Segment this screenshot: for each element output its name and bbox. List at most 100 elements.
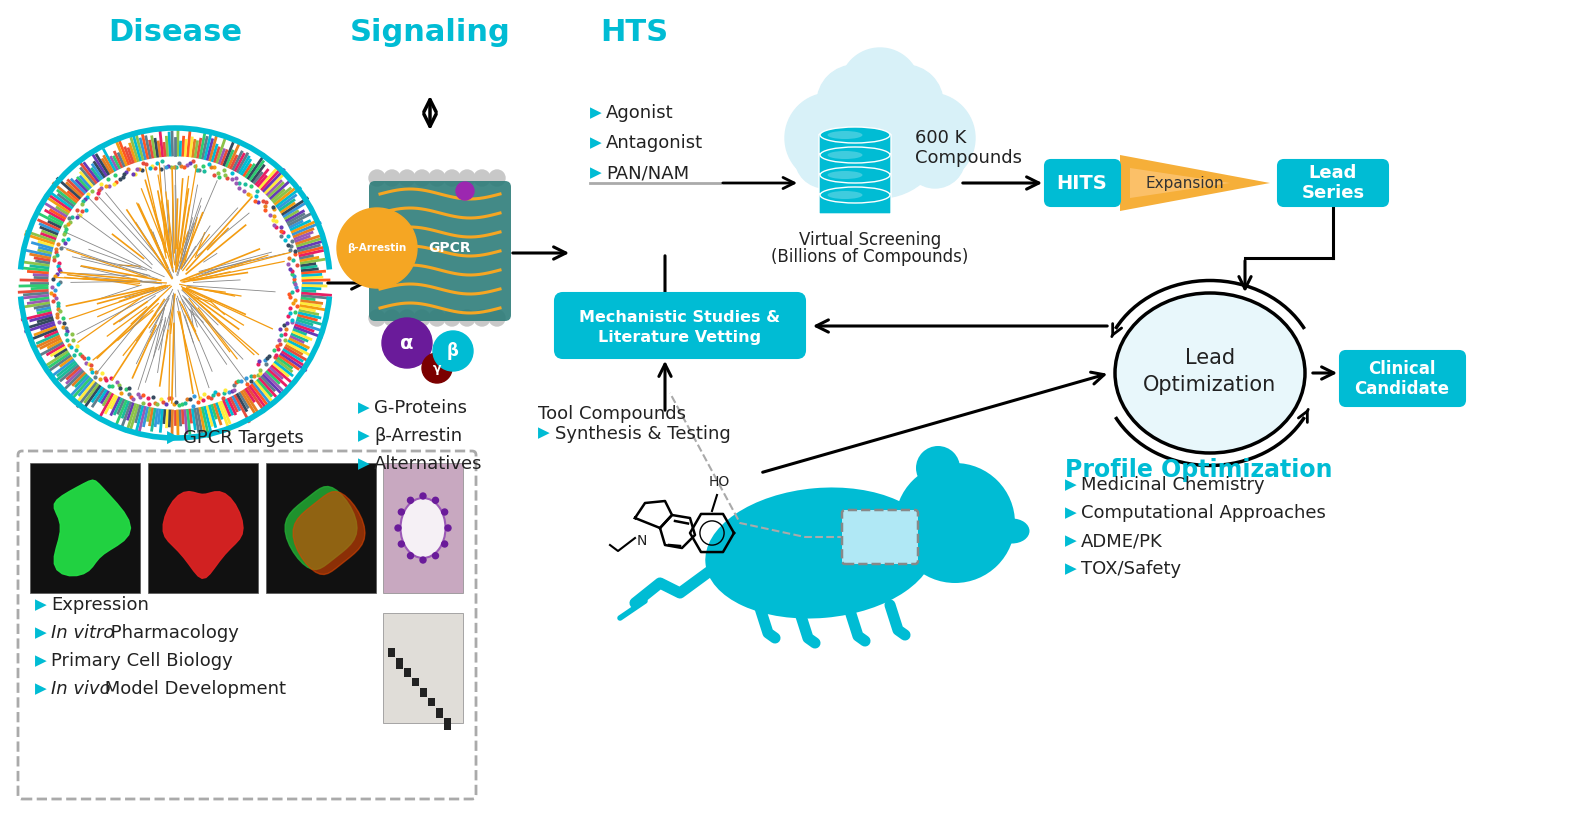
FancyBboxPatch shape (369, 181, 511, 321)
FancyBboxPatch shape (819, 134, 891, 154)
Bar (266, 463, 376, 593)
Text: ▶: ▶ (590, 106, 602, 120)
Circle shape (443, 310, 461, 326)
Text: Clinical
Candidate: Clinical Candidate (1355, 359, 1449, 398)
Text: ▶: ▶ (167, 429, 179, 447)
Text: ▶: ▶ (35, 681, 47, 697)
Text: Pharmacology: Pharmacology (105, 624, 239, 642)
Circle shape (398, 509, 404, 515)
Text: Lead: Lead (1185, 348, 1236, 368)
Bar (443, 718, 451, 730)
Circle shape (442, 541, 448, 547)
Circle shape (407, 498, 413, 503)
Circle shape (399, 310, 415, 326)
Text: ▶: ▶ (358, 457, 369, 472)
Text: ▶: ▶ (35, 654, 47, 668)
Text: Literature Vetting: Literature Vetting (599, 330, 761, 345)
Text: ▶: ▶ (358, 428, 369, 444)
Circle shape (459, 310, 475, 326)
Text: ▶: ▶ (1064, 477, 1077, 493)
Text: Primary Cell Biology: Primary Cell Biology (50, 652, 233, 670)
FancyBboxPatch shape (1045, 160, 1119, 206)
Text: Compounds: Compounds (915, 149, 1022, 167)
Circle shape (784, 93, 876, 183)
Circle shape (432, 553, 439, 559)
FancyBboxPatch shape (819, 154, 891, 174)
Text: HITS: HITS (1056, 173, 1107, 193)
Text: Lead
Series: Lead Series (1302, 163, 1364, 202)
Text: HO: HO (709, 475, 729, 489)
Polygon shape (163, 492, 244, 578)
Circle shape (459, 170, 475, 186)
Circle shape (369, 310, 385, 326)
Ellipse shape (827, 191, 863, 199)
Text: N: N (637, 534, 648, 548)
FancyBboxPatch shape (555, 293, 805, 358)
Circle shape (817, 65, 893, 141)
Text: Antagonist: Antagonist (605, 134, 703, 152)
Text: ▶: ▶ (358, 401, 369, 415)
Ellipse shape (1115, 293, 1305, 453)
Text: HTS: HTS (601, 18, 668, 47)
Ellipse shape (821, 187, 890, 203)
Ellipse shape (706, 488, 935, 619)
Circle shape (384, 310, 399, 326)
FancyBboxPatch shape (819, 194, 891, 214)
Circle shape (432, 331, 473, 371)
Circle shape (894, 463, 1016, 583)
Text: ▶: ▶ (1064, 506, 1077, 520)
Text: TOX/Safety: TOX/Safety (1082, 560, 1181, 578)
Circle shape (432, 498, 439, 503)
Text: ▶: ▶ (590, 166, 602, 180)
Bar (384, 613, 464, 723)
Ellipse shape (827, 151, 863, 159)
Circle shape (795, 128, 855, 188)
Circle shape (420, 557, 426, 563)
Circle shape (336, 208, 417, 288)
Circle shape (421, 353, 453, 383)
Circle shape (442, 509, 448, 515)
Text: Expression: Expression (50, 596, 149, 614)
FancyBboxPatch shape (843, 510, 918, 564)
Circle shape (398, 541, 404, 547)
Circle shape (384, 170, 399, 186)
Polygon shape (55, 480, 130, 576)
Circle shape (475, 310, 490, 326)
Text: ▶: ▶ (538, 425, 550, 440)
Text: Tool Compounds: Tool Compounds (538, 405, 685, 423)
Ellipse shape (821, 147, 890, 163)
Circle shape (456, 182, 475, 200)
Polygon shape (285, 486, 357, 569)
Bar (412, 678, 420, 686)
Ellipse shape (827, 131, 863, 139)
Circle shape (382, 318, 432, 368)
Polygon shape (294, 492, 365, 575)
Circle shape (407, 553, 413, 559)
Ellipse shape (995, 519, 1030, 544)
Bar (148, 463, 258, 593)
Bar (396, 658, 402, 669)
Text: Virtual Screening: Virtual Screening (799, 231, 942, 249)
Circle shape (395, 525, 401, 531)
Text: Mechanistic Studies &: Mechanistic Studies & (580, 310, 781, 325)
Bar (420, 688, 428, 697)
Ellipse shape (827, 171, 863, 179)
Text: In vitro: In vitro (50, 624, 115, 642)
Text: Medicinal Chemistry: Medicinal Chemistry (1082, 476, 1264, 494)
Circle shape (885, 93, 975, 183)
Text: Expansion: Expansion (1146, 176, 1225, 190)
Text: GPCR Targets: GPCR Targets (182, 429, 303, 447)
Text: 600 K: 600 K (915, 129, 967, 147)
Text: In vivo: In vivo (50, 680, 110, 698)
Text: Model Development: Model Development (99, 680, 286, 698)
Circle shape (814, 68, 945, 198)
FancyBboxPatch shape (819, 174, 891, 194)
Text: Alternatives: Alternatives (374, 455, 483, 473)
Ellipse shape (821, 127, 890, 143)
Text: γ: γ (432, 362, 442, 375)
Ellipse shape (821, 167, 890, 183)
Text: PAN/NAM: PAN/NAM (605, 164, 689, 182)
Circle shape (399, 170, 415, 186)
Text: β-Arrestin: β-Arrestin (374, 427, 462, 445)
Circle shape (905, 128, 965, 188)
